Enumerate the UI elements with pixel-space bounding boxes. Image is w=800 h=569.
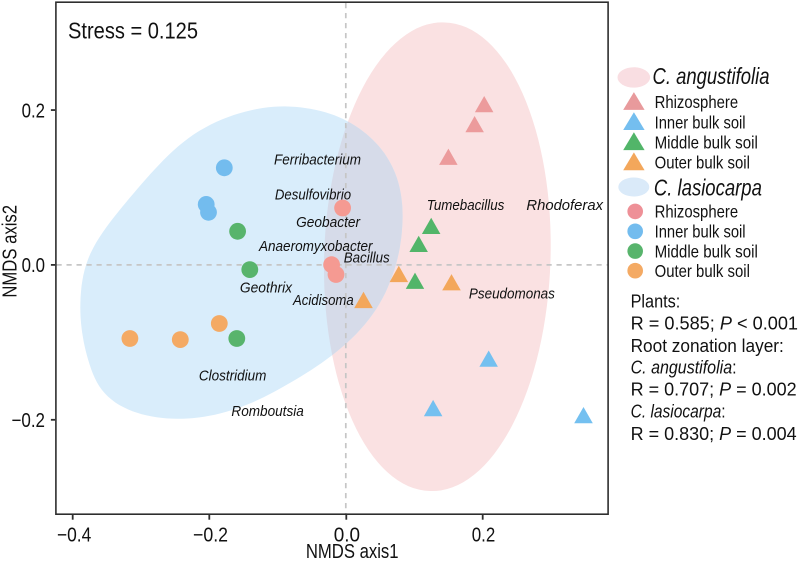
svg-text:0.2: 0.2 [22,100,45,122]
svg-text:Inner bulk soil: Inner bulk soil [655,112,746,132]
svg-text:Root zonation layer:: Root zonation layer: [631,336,784,356]
svg-text:R = 0.707; P = 0.002: R = 0.707; P = 0.002 [631,380,797,400]
svg-text:Acidisoma: Acidisoma [292,292,354,309]
svg-text:C. angustifolia:: C. angustifolia: [631,358,737,378]
svg-text:C. lasiocarpa: C. lasiocarpa [654,174,762,200]
svg-text:Middle bulk soil: Middle bulk soil [655,132,758,152]
svg-text:−0.2: −0.2 [12,410,46,432]
svg-text:Rhodoferax: Rhodoferax [526,197,603,214]
svg-text:Inner bulk soil: Inner bulk soil [655,222,746,242]
svg-text:−0.4: −0.4 [57,525,91,547]
svg-text:0.0: 0.0 [334,525,360,547]
svg-text:R = 0.585; P < 0.001: R = 0.585; P < 0.001 [631,314,798,334]
svg-text:Ferribacterium: Ferribacterium [274,152,361,169]
svg-text:R = 0.830; P = 0.004: R = 0.830; P = 0.004 [631,424,797,444]
svg-text:Anaeromyxobacter: Anaeromyxobacter [258,238,373,255]
svg-text:Clostridium: Clostridium [199,367,267,384]
svg-text:Geobacter: Geobacter [296,214,361,231]
svg-text:0.0: 0.0 [22,255,45,277]
svg-text:Rhizosphere: Rhizosphere [655,202,739,222]
svg-text:Desulfovibrio: Desulfovibrio [275,186,351,203]
svg-text:Romboutsia: Romboutsia [231,403,303,420]
svg-text:Stress = 0.125: Stress = 0.125 [68,18,198,44]
svg-text:Rhizosphere: Rhizosphere [655,92,739,112]
svg-text:Pseudomonas: Pseudomonas [469,285,555,302]
svg-text:−0.2: −0.2 [193,525,228,547]
svg-text:Geothrix: Geothrix [240,280,293,297]
svg-text:C. angustifolia: C. angustifolia [653,63,770,89]
svg-text:0.2: 0.2 [472,525,496,547]
svg-text:C. lasiocarpa:: C. lasiocarpa: [631,402,726,422]
svg-text:Outer bulk soil: Outer bulk soil [655,153,750,173]
svg-text:Tumebacillus: Tumebacillus [427,197,505,214]
svg-text:NMDS axis1: NMDS axis1 [306,541,399,563]
svg-text:NMDS axis2: NMDS axis2 [0,205,21,298]
svg-text:Outer bulk soil: Outer bulk soil [655,261,750,281]
svg-text:Bacillus: Bacillus [344,250,390,267]
svg-text:Plants:: Plants: [631,292,681,312]
svg-text:Middle bulk soil: Middle bulk soil [655,241,758,261]
